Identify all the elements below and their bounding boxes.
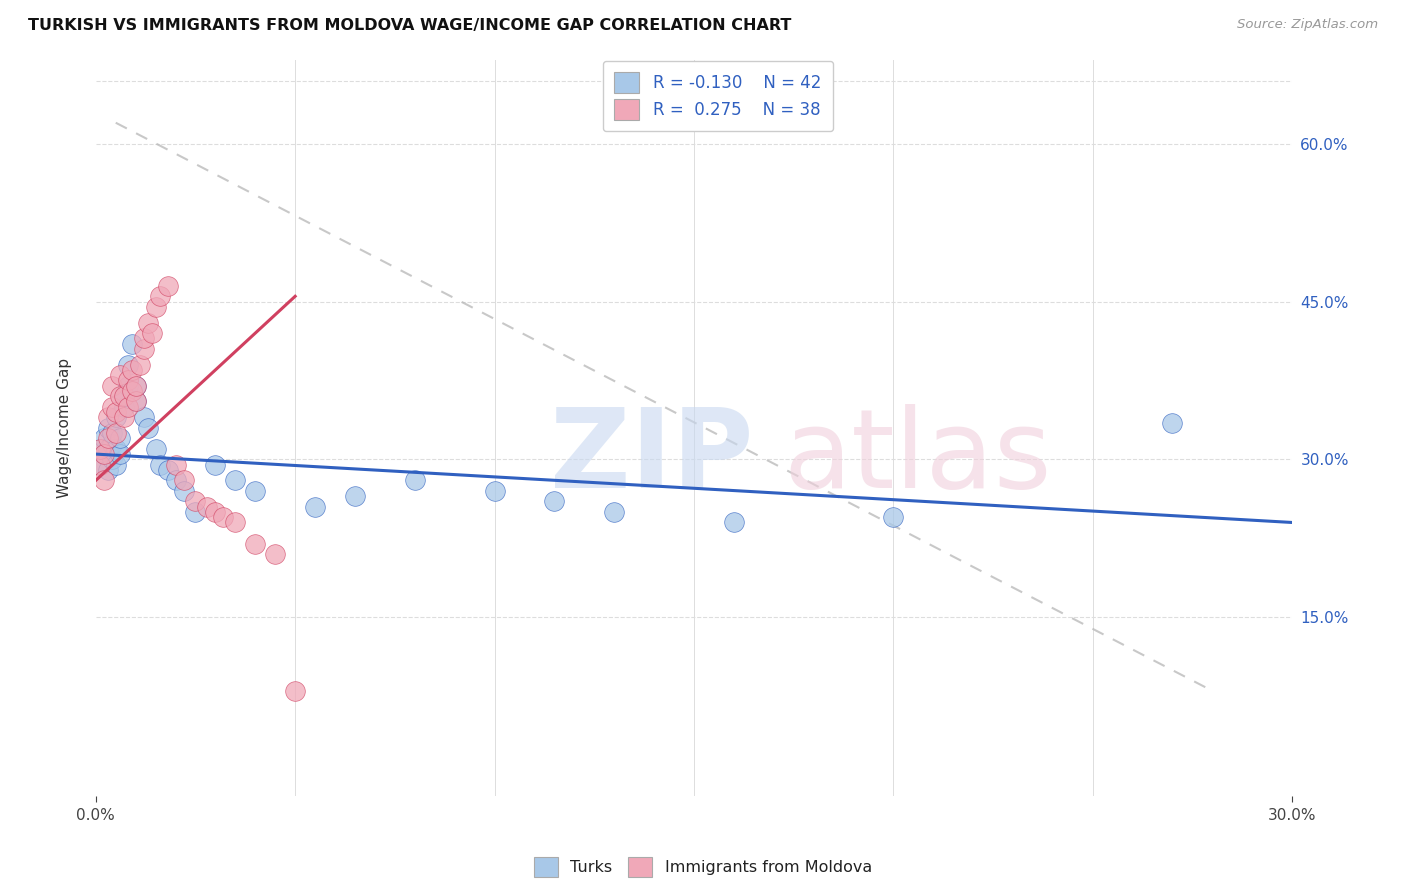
Point — [132, 342, 155, 356]
Point — [124, 394, 146, 409]
Point — [124, 394, 146, 409]
Point — [121, 384, 143, 398]
Point — [284, 683, 307, 698]
Point — [117, 400, 139, 414]
Point — [97, 421, 120, 435]
Point — [93, 474, 115, 488]
Point — [124, 378, 146, 392]
Point — [173, 474, 195, 488]
Point — [149, 289, 172, 303]
Point — [204, 505, 226, 519]
Point — [212, 510, 235, 524]
Point — [100, 378, 122, 392]
Point — [104, 405, 127, 419]
Point — [97, 463, 120, 477]
Point — [117, 374, 139, 388]
Point — [124, 378, 146, 392]
Point — [136, 316, 159, 330]
Point — [156, 278, 179, 293]
Legend: Turks, Immigrants from Moldova: Turks, Immigrants from Moldova — [527, 851, 879, 883]
Point — [165, 458, 187, 472]
Point — [89, 442, 111, 456]
Point — [1161, 416, 1184, 430]
Point — [97, 431, 120, 445]
Point — [224, 474, 246, 488]
Point — [89, 442, 111, 456]
Point — [104, 442, 127, 456]
Text: TURKISH VS IMMIGRANTS FROM MOLDOVA WAGE/INCOME GAP CORRELATION CHART: TURKISH VS IMMIGRANTS FROM MOLDOVA WAGE/… — [28, 18, 792, 33]
Point — [93, 447, 115, 461]
Point — [104, 410, 127, 425]
Point — [132, 410, 155, 425]
Point — [173, 483, 195, 498]
Point — [141, 326, 163, 340]
Point — [136, 421, 159, 435]
Point — [97, 442, 120, 456]
Point — [184, 505, 207, 519]
Text: ZIP: ZIP — [550, 404, 754, 511]
Point — [100, 425, 122, 440]
Point — [100, 400, 122, 414]
Legend: R = -0.130    N = 42, R =  0.275    N = 38: R = -0.130 N = 42, R = 0.275 N = 38 — [603, 61, 832, 131]
Point — [184, 494, 207, 508]
Point — [197, 500, 219, 514]
Point — [224, 516, 246, 530]
Point — [112, 389, 135, 403]
Point — [156, 463, 179, 477]
Point — [343, 489, 366, 503]
Point — [112, 389, 135, 403]
Point — [603, 505, 626, 519]
Point — [97, 410, 120, 425]
Point — [404, 474, 426, 488]
Point — [100, 436, 122, 450]
Point — [132, 331, 155, 345]
Point — [245, 536, 267, 550]
Point — [723, 516, 745, 530]
Point — [882, 510, 904, 524]
Point — [108, 431, 131, 445]
Point — [543, 494, 565, 508]
Text: Source: ZipAtlas.com: Source: ZipAtlas.com — [1237, 18, 1378, 31]
Point — [264, 547, 287, 561]
Point — [100, 452, 122, 467]
Point — [112, 410, 135, 425]
Point — [117, 378, 139, 392]
Point — [104, 425, 127, 440]
Point — [204, 458, 226, 472]
Point — [117, 358, 139, 372]
Point — [89, 458, 111, 472]
Point — [108, 447, 131, 461]
Point — [121, 363, 143, 377]
Y-axis label: Wage/Income Gap: Wage/Income Gap — [58, 358, 72, 498]
Point — [128, 358, 150, 372]
Text: atlas: atlas — [783, 404, 1052, 511]
Point — [104, 458, 127, 472]
Point — [149, 458, 172, 472]
Point — [245, 483, 267, 498]
Point — [145, 300, 167, 314]
Point — [145, 442, 167, 456]
Point — [93, 431, 115, 445]
Point — [121, 336, 143, 351]
Point — [89, 458, 111, 472]
Point — [112, 400, 135, 414]
Point — [484, 483, 506, 498]
Point — [108, 368, 131, 383]
Point — [108, 389, 131, 403]
Point — [93, 447, 115, 461]
Point — [165, 474, 187, 488]
Point — [304, 500, 326, 514]
